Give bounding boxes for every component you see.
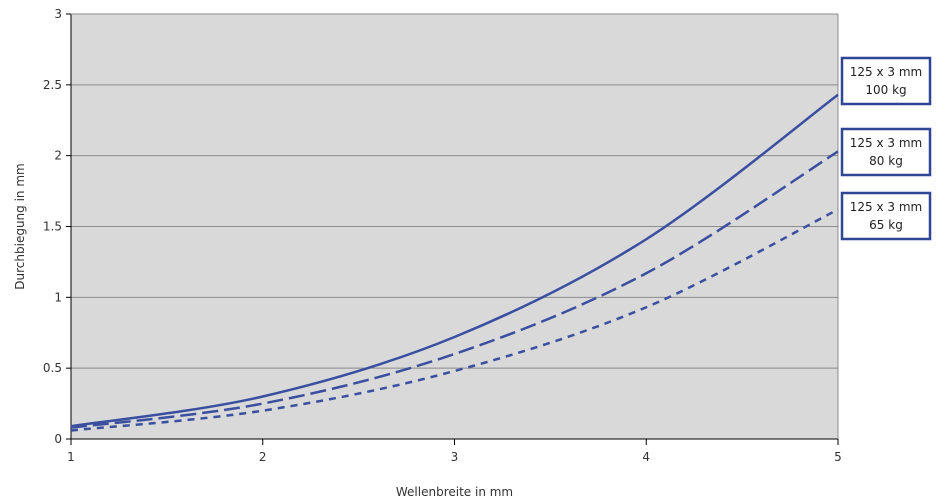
x-tick-label: 3: [451, 450, 459, 464]
series-line-dotted: [70, 208, 839, 432]
x-tick-label: 4: [642, 450, 650, 464]
y-tick-label: 0: [54, 432, 62, 446]
x-axis-title: Wellenbreite in mm: [396, 485, 513, 499]
series-line-dashed: [70, 150, 839, 429]
y-tick-label: 2: [54, 149, 62, 163]
series-lines: [70, 93, 839, 432]
legend-box: [840, 56, 932, 106]
legend-item-2: 125 x 3 mm 65 kg: [840, 191, 932, 241]
y-tick-label: 2.5: [43, 78, 62, 92]
x-tick-label: 5: [834, 450, 842, 464]
legend-item-1: 125 x 3 mm 80 kg: [840, 127, 932, 177]
series-line-solid: [70, 93, 839, 428]
y-tick-label: 0.5: [43, 361, 62, 375]
legend-item-0: 125 x 3 mm 100 kg: [840, 56, 932, 106]
legend-label-line2: 100 kg: [865, 83, 906, 97]
legend-label-line1: 125 x 3 mm: [850, 200, 922, 214]
y-tick-label: 1.5: [43, 220, 62, 234]
y-axis-title: Durchbiegung in mm: [13, 163, 27, 289]
y-axis-ticks: 0 0.5 1 1.5 2 2.5 3: [43, 7, 71, 446]
x-tick-label: 1: [67, 450, 75, 464]
x-tick-label: 2: [259, 450, 267, 464]
legend-label-line2: 80 kg: [869, 154, 903, 168]
legend-label-line1: 125 x 3 mm: [850, 65, 922, 79]
legend-label-line2: 65 kg: [869, 218, 903, 232]
x-axis-ticks: 1 2 3 4 5: [67, 439, 842, 464]
legend-label-line1: 125 x 3 mm: [850, 136, 922, 150]
legend-box: [840, 127, 932, 177]
y-tick-label: 1: [54, 290, 62, 304]
y-tick-label: 3: [54, 7, 62, 21]
legend-box: [840, 191, 932, 241]
